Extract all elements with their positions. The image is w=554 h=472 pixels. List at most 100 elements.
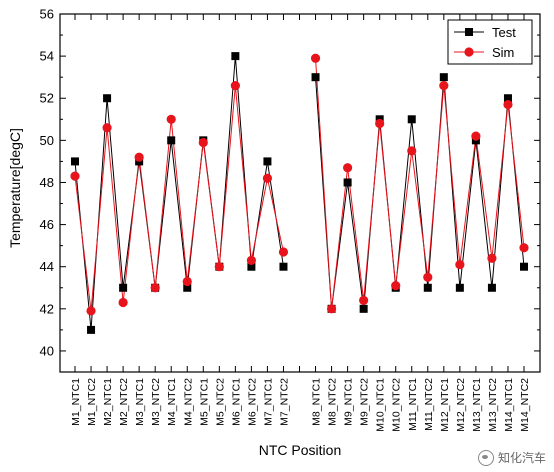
x-tick-label: M1_NTC2	[86, 378, 98, 426]
y-tick-label: 50	[40, 133, 54, 148]
data-point-sim	[246, 255, 256, 265]
data-point-test	[311, 73, 320, 82]
x-axis-ticks: M1_NTC1 M1_NTC2 M2_NTC1 M2_NTC2 M3_NTC1 M3_NT…	[70, 14, 531, 432]
data-point-test	[103, 94, 112, 103]
x-tick-label: M2_NTC1	[102, 378, 114, 426]
y-axis-ticks: 40 42 44 46 48 50 52 54 56	[40, 7, 540, 373]
data-point-sim	[102, 123, 112, 133]
x-tick-label: M7_NTC2	[278, 378, 290, 426]
x-tick-label: M12_NTC1	[439, 378, 451, 432]
data-point-test	[119, 283, 128, 292]
series-line-sim	[315, 58, 525, 309]
y-tick-label: 42	[40, 301, 54, 316]
data-point-test	[247, 262, 256, 271]
x-tick-label: M10_NTC1	[375, 378, 387, 432]
data-point-test	[503, 94, 512, 103]
legend-marker-sim	[464, 47, 474, 57]
data-point-sim	[262, 173, 273, 183]
data-point-sim	[343, 163, 353, 173]
legend-label-sim: Sim	[492, 45, 514, 60]
x-tick-label: M13_NTC1	[471, 378, 483, 432]
data-point-sim	[423, 272, 433, 282]
data-point-test	[359, 304, 368, 313]
x-tick-label: M11_NTC1	[407, 378, 419, 431]
y-tick-label: 54	[40, 49, 54, 64]
data-point-test	[183, 283, 192, 292]
x-tick-label: M13_NTC2	[487, 378, 499, 432]
x-tick-label: M3_NTC1	[134, 378, 146, 426]
legend: Test Sim	[447, 19, 533, 65]
x-tick-label: M8_NTC2	[327, 378, 339, 426]
data-point-sim	[150, 283, 160, 293]
data-point-test	[279, 262, 288, 271]
data-point-test	[439, 73, 448, 82]
data-point-sim	[166, 114, 176, 124]
data-point-sim	[198, 137, 208, 148]
y-tick-label: 48	[40, 175, 54, 190]
data-point-sim	[278, 247, 289, 257]
data-point-sim	[182, 276, 192, 287]
series-line-sim	[74, 85, 284, 311]
data-point-sim	[118, 297, 128, 308]
data-point-test	[167, 136, 176, 145]
watermark: 知化汽车	[477, 449, 546, 466]
data-point-sim	[214, 262, 224, 272]
x-tick-label: M6_NTC1	[230, 378, 242, 426]
watermark-text: 知化汽车	[497, 451, 546, 465]
series-layer	[70, 52, 529, 334]
data-point-test	[455, 283, 464, 292]
data-point-sim	[230, 81, 240, 91]
x-tick-label: M5_NTC1	[198, 378, 210, 426]
data-point-test	[487, 283, 496, 292]
x-tick-label: M9_NTC2	[359, 378, 371, 426]
data-point-sim	[391, 281, 401, 291]
x-tick-label: M14_NTC1	[503, 378, 515, 432]
data-point-test	[407, 115, 416, 124]
legend-box	[447, 19, 533, 65]
x-tick-label: M12_NTC2	[455, 378, 467, 432]
data-point-sim	[487, 253, 497, 263]
x-tick-label: M4_NTC2	[182, 378, 194, 426]
data-point-test	[87, 325, 96, 334]
x-tick-label: M7_NTC1	[262, 378, 274, 426]
y-tick-label: 40	[40, 343, 54, 358]
x-tick-label: M1_NTC1	[70, 378, 82, 426]
data-point-sim	[439, 81, 449, 91]
data-point-sim	[326, 304, 337, 314]
wechat-icon	[477, 449, 494, 466]
x-tick-label: M8_NTC1	[311, 378, 323, 426]
data-point-test	[263, 157, 272, 166]
data-point-sim	[407, 146, 417, 156]
x-tick-label: M10_NTC2	[391, 378, 403, 432]
y-tick-label: 46	[40, 217, 54, 232]
plot-frame	[59, 13, 541, 373]
data-point-test	[71, 157, 79, 166]
x-axis-title: NTC Position	[259, 442, 341, 458]
y-tick-label: 56	[40, 7, 54, 22]
y-tick-label: 52	[40, 91, 54, 106]
data-point-sim	[455, 260, 465, 270]
plot-border	[59, 13, 541, 373]
x-tick-label: M9_NTC1	[343, 378, 355, 426]
x-tick-label: M2_NTC2	[118, 378, 130, 426]
data-point-sim	[134, 152, 144, 162]
data-point-test	[231, 52, 240, 61]
y-tick-label: 44	[40, 259, 54, 274]
data-point-sim	[359, 295, 369, 305]
x-tick-label: M6_NTC2	[246, 378, 258, 426]
data-point-sim	[86, 306, 96, 316]
y-axis-title: Temperature[degC]	[7, 128, 23, 248]
data-point-sim	[471, 131, 481, 141]
data-point-sim	[70, 171, 80, 181]
data-point-test	[520, 262, 528, 271]
x-tick-label: M5_NTC2	[214, 378, 226, 426]
series-line-test	[315, 77, 525, 309]
data-point-test	[423, 283, 432, 292]
x-tick-label: M14_NTC2	[519, 378, 531, 432]
data-point-sim	[503, 99, 513, 110]
data-point-sim	[375, 118, 385, 129]
data-point-sim	[519, 243, 529, 253]
data-point-test	[343, 178, 352, 187]
legend-label-test: Test	[492, 25, 516, 40]
